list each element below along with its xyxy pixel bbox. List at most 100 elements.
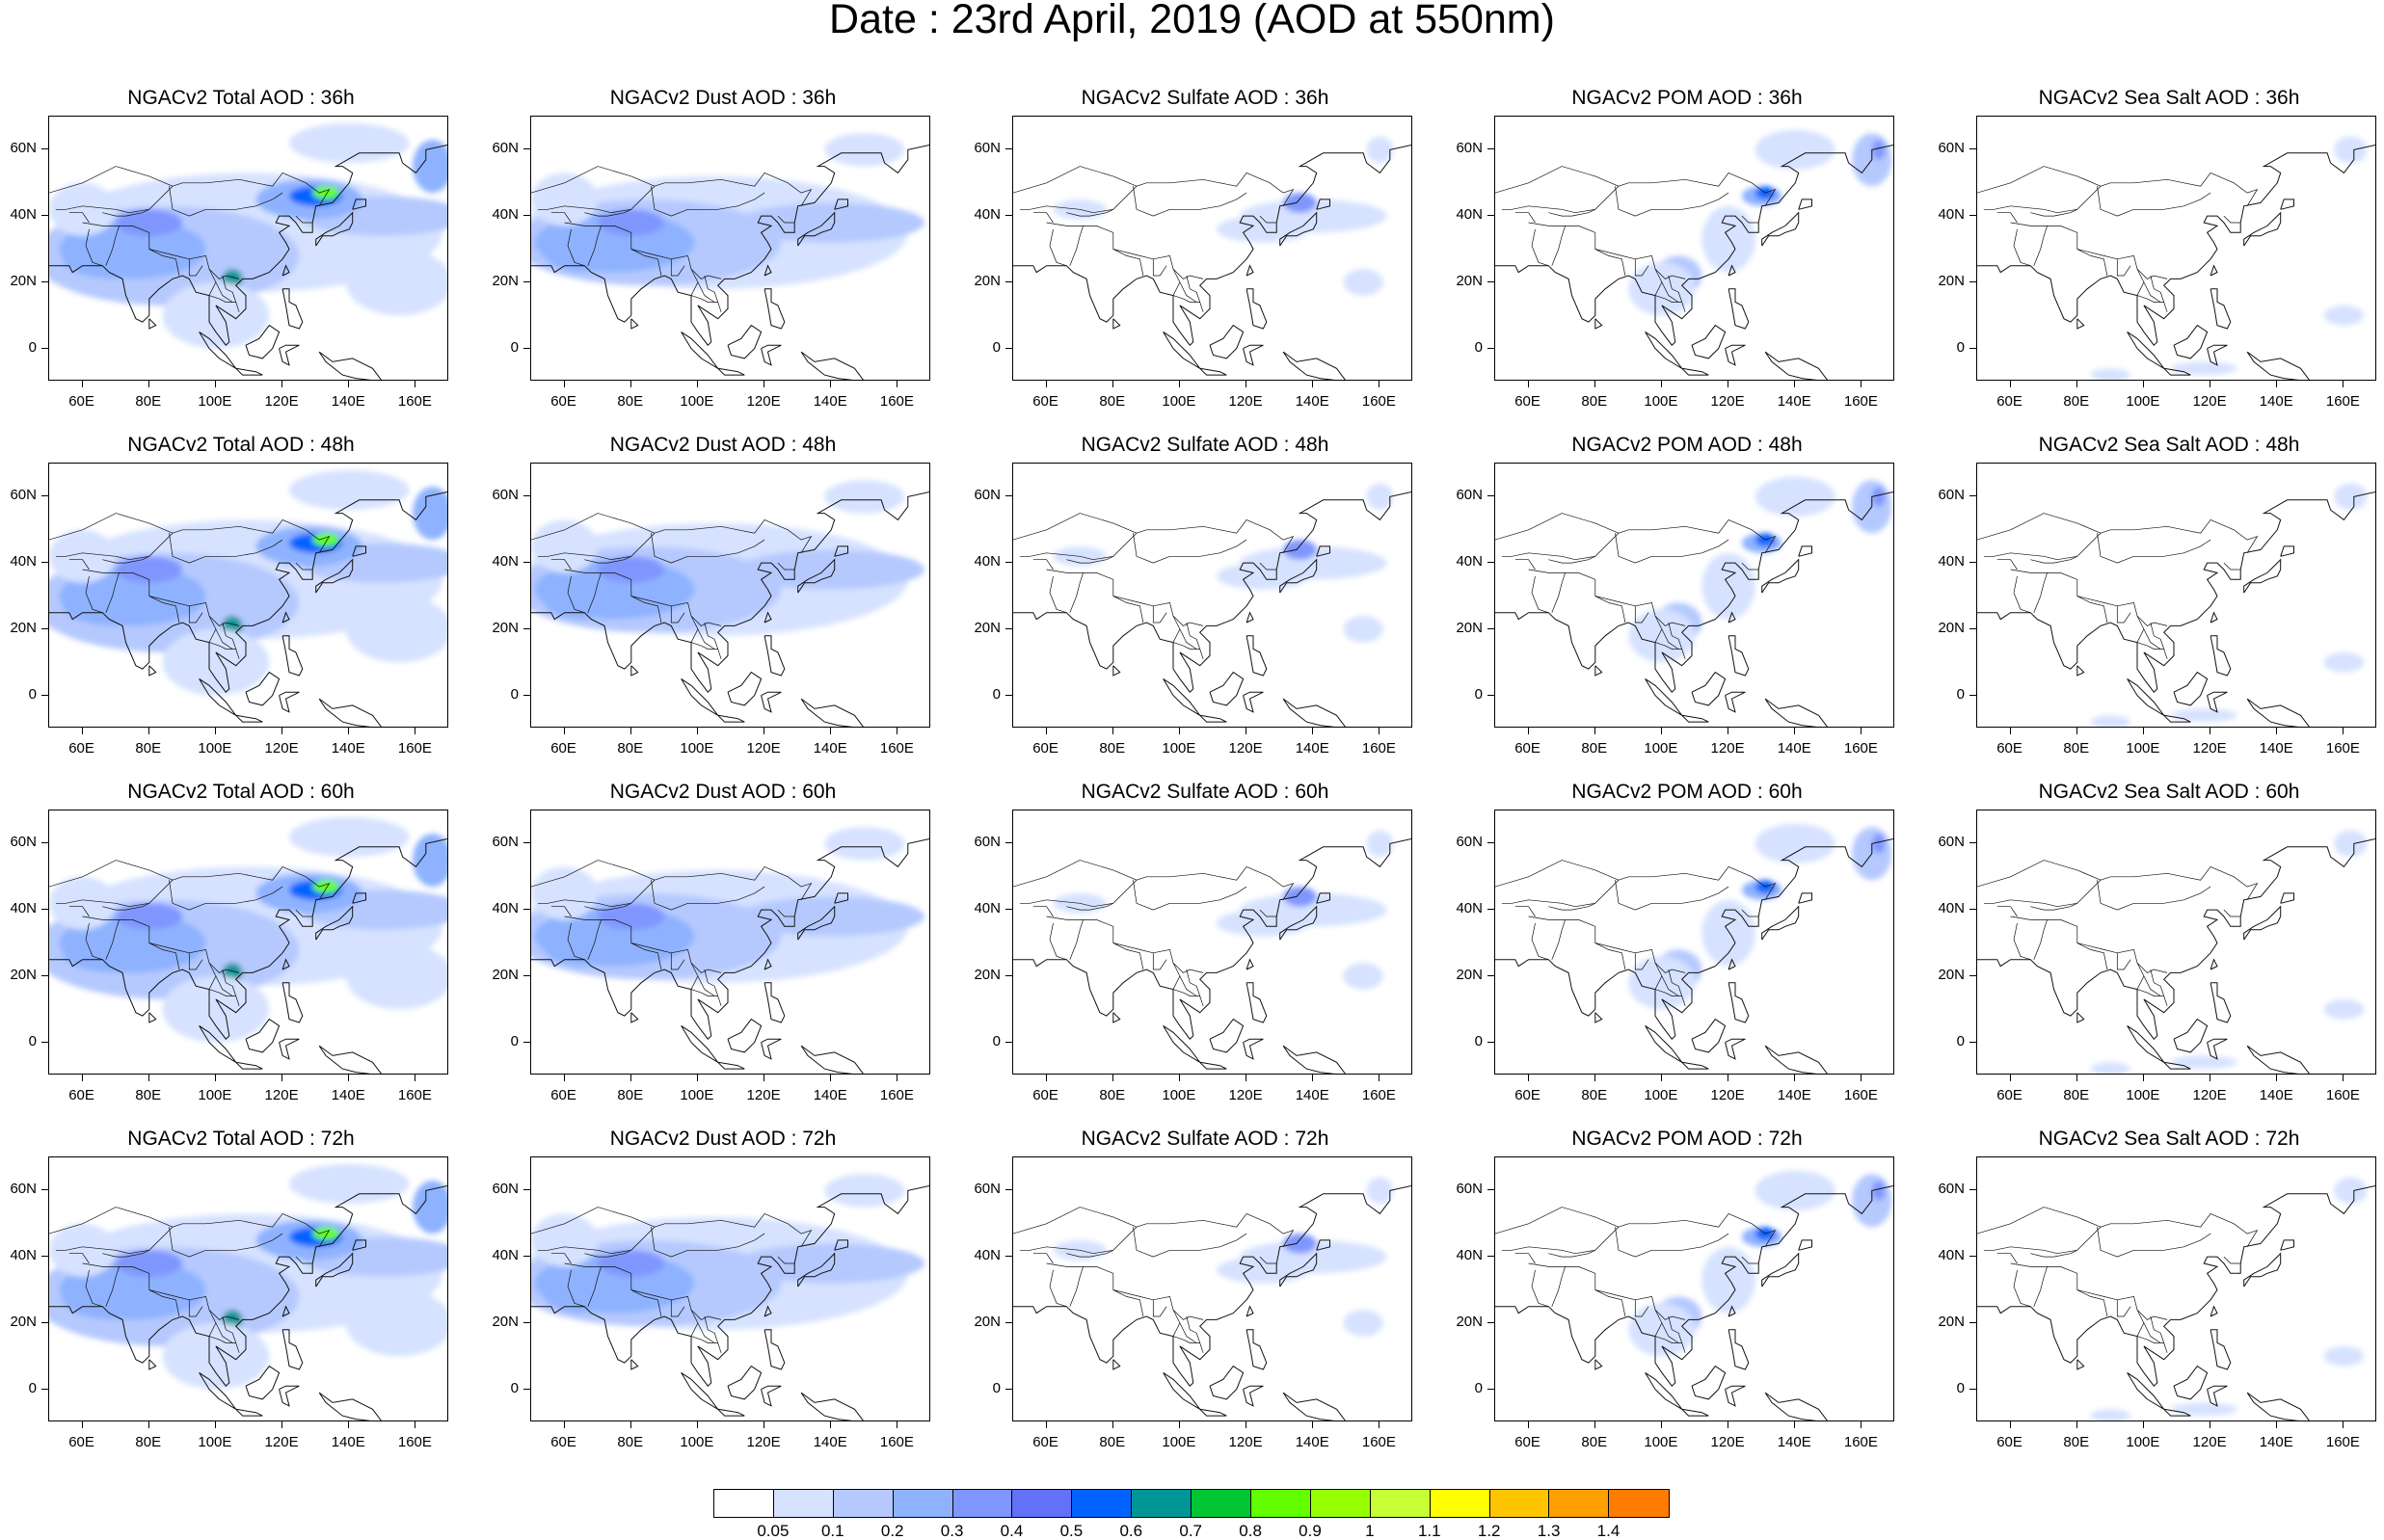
country-border xyxy=(85,575,103,614)
country-border xyxy=(2150,275,2165,303)
aerosol-plume xyxy=(1343,963,1383,990)
coastline xyxy=(763,635,786,677)
lon-tick-label: 60E xyxy=(550,740,576,757)
country-border xyxy=(1172,1309,1204,1353)
lat-tick-label: 20N xyxy=(10,966,37,983)
lon-tick-mark xyxy=(1178,1421,1180,1428)
lat-tick-mark xyxy=(1005,1321,1012,1323)
country-border xyxy=(2033,226,2048,266)
coastline xyxy=(681,331,719,369)
lon-tick-mark xyxy=(214,381,216,387)
coastline xyxy=(1725,1385,1746,1407)
lon-tick-mark xyxy=(1594,1421,1595,1428)
lon-tick-mark xyxy=(214,1421,216,1428)
country-border xyxy=(1069,919,1084,960)
coastline xyxy=(1594,1012,1603,1023)
aerosol-plume xyxy=(2323,1345,2365,1367)
country-border xyxy=(1495,860,1620,888)
lon-tick-mark xyxy=(763,1421,765,1428)
lat-tick-mark xyxy=(523,1041,530,1043)
aerosol-plume xyxy=(49,876,117,930)
lon-tick-mark xyxy=(2343,728,2344,734)
lat-tick-label: 20N xyxy=(974,272,1001,289)
lat-tick-label: 40N xyxy=(974,900,1001,917)
panel-title: NGACv2 Dust AOD : 36h xyxy=(609,87,837,109)
lon-tick-label: 100E xyxy=(1162,1087,1196,1103)
panel-title: NGACv2 Sea Salt AOD : 48h xyxy=(2038,434,2300,456)
country-border xyxy=(1548,906,1572,911)
lat-tick-label: 0 xyxy=(1956,1032,1965,1049)
colorbar-swatch xyxy=(1549,1490,1610,1517)
colorbar-swatch xyxy=(1609,1490,1670,1517)
lat-tick-mark xyxy=(41,1321,48,1323)
country-border xyxy=(704,969,719,996)
lon-tick-mark xyxy=(629,1421,631,1428)
country-border xyxy=(1615,533,1729,564)
lat-tick-label: 20N xyxy=(1456,272,1483,289)
country-border xyxy=(169,880,283,911)
coastline xyxy=(2280,199,2294,210)
lat-tick-label: 20N xyxy=(974,1313,1001,1330)
country-border xyxy=(1112,596,1144,624)
lon-tick-label: 100E xyxy=(198,393,232,410)
country-border xyxy=(1531,575,1549,614)
aerosol-plume xyxy=(345,943,447,1010)
lon-tick-mark xyxy=(2142,381,2144,387)
coastline xyxy=(1725,344,1746,366)
lat-tick-label: 40N xyxy=(1456,206,1483,224)
country-border xyxy=(1152,952,1167,970)
aerosol-plume xyxy=(289,469,410,511)
lat-tick-mark xyxy=(523,562,530,564)
lon-tick-label: 60E xyxy=(1032,393,1058,410)
coastline xyxy=(49,491,447,693)
coastline xyxy=(1246,958,1254,970)
map-plot-area xyxy=(530,463,930,728)
lon-tick-mark xyxy=(763,381,765,387)
lon-tick-label: 140E xyxy=(1777,740,1811,757)
country-border xyxy=(55,865,331,908)
country-border xyxy=(777,909,795,917)
lat-tick-label: 60N xyxy=(1938,1181,1965,1198)
country-border xyxy=(1259,1256,1277,1264)
coastline xyxy=(2207,1038,2228,1060)
lon-tick-mark xyxy=(214,1075,216,1081)
map-panel: NGACv2 Total AOD : 48h 60N 40N 20N 0 60E 80E 10… xyxy=(0,434,448,781)
lon-tick-mark xyxy=(1312,1075,1314,1081)
lat-tick-mark xyxy=(1969,562,1976,564)
aerosol-plume xyxy=(312,880,339,893)
lon-tick-label: 160E xyxy=(879,740,914,757)
colorbar-label: 1.4 xyxy=(1596,1522,1621,1540)
aerosol-plume xyxy=(2334,830,2368,858)
country-border xyxy=(1186,622,1201,650)
coastline xyxy=(2163,1408,2191,1417)
panel-title: NGACv2 Total AOD : 72h xyxy=(127,1128,355,1150)
country-border xyxy=(1531,228,1549,267)
lat-tick-label: 40N xyxy=(1938,553,1965,571)
coastline xyxy=(2246,351,2310,380)
country-border xyxy=(148,596,180,624)
country-border xyxy=(1531,1269,1549,1308)
coastline xyxy=(352,1239,366,1251)
lon-tick-label: 80E xyxy=(1099,1434,1126,1450)
lon-tick-mark xyxy=(1594,381,1595,387)
lat-tick-label: 60N xyxy=(1456,1181,1483,1198)
country-border xyxy=(1983,1212,2259,1255)
lon-tick-label: 120E xyxy=(746,1434,781,1450)
lat-tick-mark xyxy=(1005,148,1012,150)
coastline xyxy=(2246,698,2310,727)
coastline xyxy=(1681,714,1709,723)
lon-tick-label: 80E xyxy=(1581,740,1608,757)
country-border xyxy=(1089,208,1113,217)
country-border xyxy=(1046,916,1204,973)
aerosol-plume xyxy=(737,549,925,590)
country-border xyxy=(630,943,662,970)
lon-tick-label: 80E xyxy=(1099,1087,1126,1103)
country-border xyxy=(2076,1289,2108,1317)
coastline xyxy=(2076,1012,2085,1023)
lat-tick-label: 20N xyxy=(492,619,519,636)
aerosol-plume xyxy=(598,556,665,583)
coastline xyxy=(235,367,263,376)
panel-title: NGACv2 POM AOD : 36h xyxy=(1571,87,1803,109)
country-border xyxy=(1019,518,1295,561)
country-border xyxy=(630,1289,662,1317)
